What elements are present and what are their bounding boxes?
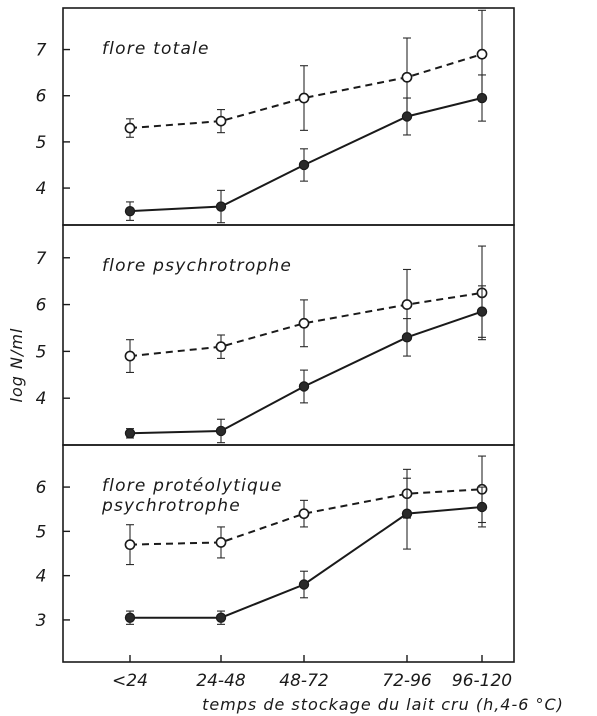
data-point-filled bbox=[124, 612, 136, 623]
y-axis-label: log N/ml bbox=[7, 328, 26, 403]
series-line-dashed bbox=[129, 53, 483, 130]
series-line-solid bbox=[129, 310, 483, 435]
data-point-filled bbox=[401, 111, 413, 122]
series-line-solid bbox=[130, 506, 483, 619]
data-point-filled bbox=[215, 201, 227, 212]
y-tick-label: 6 bbox=[36, 87, 47, 107]
data-point-filled bbox=[476, 306, 488, 317]
data-point-open bbox=[298, 317, 310, 329]
x-tick-label: 72-96 bbox=[382, 671, 432, 691]
series-line-dashed bbox=[129, 291, 483, 358]
data-point-filled bbox=[476, 501, 488, 513]
x-axis: <24 24-48 48-72 72-96 96-120 bbox=[112, 655, 512, 691]
data-point-open bbox=[215, 537, 227, 548]
series-line-solid bbox=[129, 97, 483, 213]
x-axis-label: temps de stockage du lait cru (h,4-6 °C) bbox=[202, 695, 564, 714]
data-point-open bbox=[124, 539, 136, 551]
data-point-filled bbox=[298, 579, 310, 590]
x-tick-label: 24-48 bbox=[196, 671, 246, 691]
panel-1: 4 5 6 7 flore totale bbox=[36, 7, 515, 226]
series-line-dashed bbox=[129, 488, 483, 546]
panel-title: flore psychrotrophe bbox=[102, 256, 292, 276]
y-tick-label: 5 bbox=[36, 342, 47, 362]
y-tick-label: 7 bbox=[36, 41, 47, 61]
series-solid bbox=[124, 477, 488, 625]
data-point-filled bbox=[401, 508, 413, 519]
y-tick-label: 6 bbox=[36, 296, 47, 316]
panel-2: 4 5 6 7 flore psychrotrophe bbox=[36, 224, 515, 446]
data-point-open bbox=[298, 92, 310, 104]
y-tick-label: 5 bbox=[36, 522, 47, 542]
series-dashed bbox=[124, 9, 488, 138]
panel-title: flore totale bbox=[102, 39, 210, 59]
data-point-filled bbox=[124, 205, 136, 217]
data-point-open bbox=[401, 71, 413, 83]
data-point-filled bbox=[215, 425, 227, 437]
data-point-open bbox=[476, 48, 488, 60]
data-point-filled bbox=[124, 428, 136, 439]
panel-frame bbox=[62, 444, 515, 663]
series-dashed bbox=[124, 245, 488, 373]
y-tick-label: 4 bbox=[36, 179, 47, 199]
y-tick-label: 4 bbox=[36, 389, 47, 409]
data-point-open bbox=[215, 115, 227, 127]
y-tick-label: 6 bbox=[36, 478, 47, 498]
data-point-filled bbox=[476, 92, 488, 104]
x-tick-label: 96-120 bbox=[452, 671, 512, 691]
data-point-open bbox=[401, 299, 413, 310]
data-point-filled bbox=[215, 612, 227, 623]
x-tick-label: <24 bbox=[112, 671, 148, 691]
data-point-filled bbox=[298, 381, 310, 392]
y-tick-label: 7 bbox=[36, 249, 47, 269]
series-solid bbox=[124, 285, 488, 444]
data-point-filled bbox=[298, 159, 310, 171]
chart-panels: 4 5 6 7 flore totale 4 5 6 7 flore psychrotrophe 3… bbox=[36, 7, 515, 663]
data-point-open bbox=[215, 341, 227, 353]
y-tick-label: 3 bbox=[36, 611, 47, 631]
panel-title: psychrotrophe bbox=[101, 496, 241, 516]
data-point-open bbox=[298, 508, 310, 520]
data-point-open bbox=[124, 350, 136, 362]
series-solid bbox=[124, 74, 488, 224]
data-point-open bbox=[124, 122, 136, 134]
y-tick-label: 5 bbox=[36, 133, 47, 153]
data-point-filled bbox=[401, 332, 413, 343]
y-tick-label: 4 bbox=[36, 567, 47, 587]
panel-title: flore protéolytique bbox=[102, 476, 283, 496]
x-tick-label: 48-72 bbox=[279, 671, 328, 691]
